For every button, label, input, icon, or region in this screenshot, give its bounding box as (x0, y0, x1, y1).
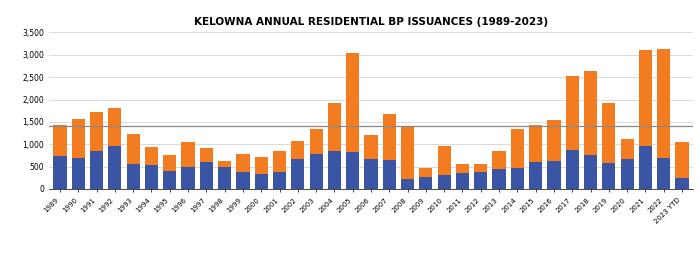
Bar (401, 179, 414, 189)
Bar (309, 129, 323, 154)
Bar (199, 162, 213, 189)
Bar (145, 147, 158, 165)
Bar (291, 158, 304, 189)
Bar (145, 165, 158, 189)
Bar (493, 169, 505, 189)
Bar (547, 120, 561, 161)
Bar (584, 71, 597, 155)
Bar (181, 142, 195, 167)
Bar (383, 160, 396, 189)
Bar (456, 164, 469, 173)
Bar (71, 119, 85, 158)
Bar (438, 175, 451, 189)
Bar (383, 114, 396, 160)
Bar (291, 141, 304, 158)
Bar (237, 154, 249, 172)
Bar (657, 49, 671, 158)
Bar (493, 151, 505, 169)
Bar (346, 53, 359, 152)
Bar (602, 103, 615, 163)
Bar (90, 150, 103, 189)
Bar (163, 171, 176, 189)
Bar (237, 172, 249, 189)
Bar (108, 107, 122, 147)
Bar (639, 146, 652, 189)
Bar (181, 167, 195, 189)
Bar (474, 164, 487, 171)
Bar (456, 173, 469, 189)
Bar (620, 139, 634, 159)
Bar (346, 152, 359, 189)
Bar (255, 157, 268, 174)
Average Units (74, 124, 83, 127)
Bar (676, 141, 689, 178)
Bar (419, 168, 433, 177)
Bar (657, 158, 671, 189)
Bar (438, 146, 451, 175)
Bar (199, 148, 213, 162)
Bar (474, 171, 487, 189)
Bar (511, 167, 524, 189)
Bar (419, 177, 433, 189)
Bar (620, 159, 634, 189)
Bar (71, 158, 85, 189)
Bar (273, 171, 286, 189)
Bar (547, 161, 561, 189)
Bar (108, 147, 122, 189)
Bar (328, 150, 341, 189)
Bar (529, 162, 542, 189)
Bar (639, 50, 652, 146)
Bar (529, 124, 542, 162)
Bar (218, 167, 231, 189)
Bar (309, 154, 323, 189)
Bar (566, 76, 579, 150)
Bar (328, 103, 341, 150)
Bar (273, 151, 286, 171)
Bar (676, 178, 689, 189)
Bar (365, 158, 377, 189)
Bar (255, 174, 268, 189)
Title: KELOWNA ANNUAL RESIDENTIAL BP ISSUANCES (1989-2023): KELOWNA ANNUAL RESIDENTIAL BP ISSUANCES … (194, 18, 548, 28)
Average Units (56, 124, 64, 127)
Bar (602, 163, 615, 189)
Bar (511, 129, 524, 167)
Bar (53, 156, 66, 189)
Bar (53, 124, 66, 156)
Bar (566, 150, 579, 189)
Bar (365, 135, 377, 158)
Bar (127, 134, 140, 164)
Bar (90, 113, 103, 150)
Bar (401, 126, 414, 179)
Bar (163, 154, 176, 171)
Bar (584, 155, 597, 189)
Bar (218, 161, 231, 167)
Bar (127, 164, 140, 189)
